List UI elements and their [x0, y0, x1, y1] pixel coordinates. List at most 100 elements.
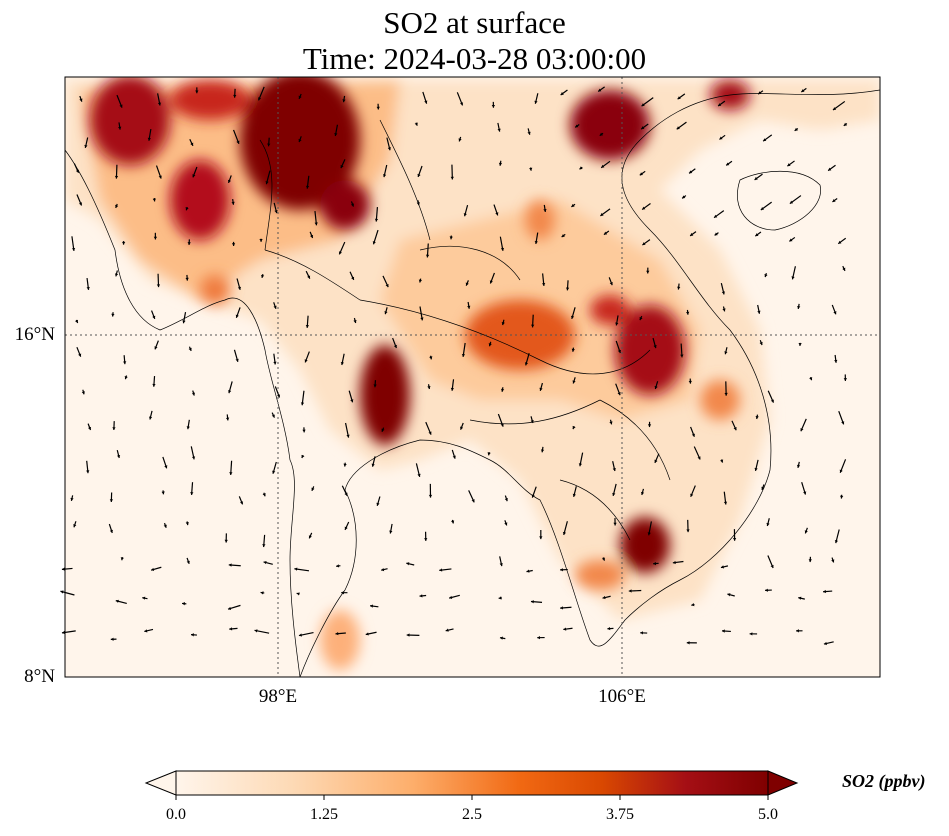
- wind-arrow-head: [571, 348, 575, 352]
- wind-arrow-head: [828, 167, 832, 171]
- wind-arrow-head: [191, 456, 196, 460]
- wind-arrow-head: [691, 433, 695, 437]
- wind-arrow-head: [118, 126, 122, 130]
- wind-arrow-head: [305, 325, 310, 328]
- graticule: [65, 77, 880, 677]
- wind-arrow-head: [450, 387, 455, 391]
- wind-arrow-head: [654, 385, 658, 389]
- wind-arrow-head: [639, 172, 643, 176]
- wind-arrow-head: [565, 287, 570, 291]
- wind-arrow-head: [628, 589, 632, 593]
- wind-arrow-head: [765, 588, 768, 592]
- wind-arrow-head: [343, 463, 347, 467]
- wind-arrow-head: [114, 273, 119, 277]
- wind-arrow-head: [572, 380, 576, 384]
- wind-arrow-head: [609, 282, 613, 286]
- wind-arrow-head: [235, 314, 239, 318]
- wind-arrow-head: [109, 529, 113, 533]
- colorbar-tick-2: 2.5: [462, 806, 482, 823]
- wind-arrow-head: [617, 349, 622, 353]
- wind-arrow-head: [617, 392, 621, 396]
- wind-arrow-head: [654, 459, 658, 463]
- wind-arrow-head: [195, 90, 199, 94]
- wind-arrow-head: [182, 320, 186, 324]
- wind-arrow-head: [524, 362, 529, 366]
- wind-arrow-head: [726, 162, 730, 166]
- wind-arrow-head: [720, 459, 724, 463]
- wind-arrow-head: [798, 596, 802, 600]
- wind-arrow-head: [497, 128, 501, 132]
- wind-arrow-head: [449, 236, 453, 240]
- wind-arrow-head: [487, 452, 491, 456]
- wind-arrow-head: [770, 564, 774, 568]
- wind-arrow-head: [439, 568, 443, 572]
- wind-arrow-head: [531, 494, 535, 498]
- wind-arrow-head: [185, 277, 189, 281]
- wind-arrow-head: [722, 308, 726, 312]
- wind-arrow-head: [463, 213, 467, 217]
- wind-arrow-head: [787, 163, 791, 167]
- wind-arrow-head: [123, 361, 127, 365]
- wind-arrow-head: [385, 283, 389, 288]
- wind-arrow-head: [152, 198, 156, 202]
- wind-arrow-head: [350, 203, 354, 207]
- wind-arrow-head: [371, 463, 375, 467]
- wind-arrow-head: [185, 522, 189, 526]
- colorbar: [144, 770, 799, 800]
- wind-arrow-head: [639, 316, 643, 321]
- wind-arrow-head: [185, 207, 189, 211]
- wind-arrow-head: [88, 426, 92, 430]
- wind-arrow-head: [641, 103, 645, 107]
- wind-arrow-head: [500, 388, 505, 392]
- wind-arrow-head: [229, 627, 233, 631]
- wind-arrow-head: [384, 311, 388, 315]
- wind-arrow-head: [372, 241, 376, 245]
- wind-arrow-head: [543, 208, 547, 212]
- wind-arrow-head: [526, 569, 530, 573]
- wind-arrow-head: [163, 524, 167, 528]
- wind-arrow-head: [452, 455, 456, 459]
- wind-arrow-head: [109, 499, 114, 503]
- wind-arrow-head: [601, 557, 605, 561]
- wind-arrow-head: [451, 520, 455, 524]
- wind-arrow-head: [724, 392, 728, 396]
- wind-arrow-head: [759, 341, 763, 346]
- wind-arrow-head: [539, 536, 543, 540]
- wind-arrow-head: [789, 200, 794, 204]
- wind-arrow-head: [601, 164, 605, 168]
- wind-arrow-head: [534, 100, 538, 104]
- colorbar-tick-3: 3.75: [606, 806, 634, 823]
- wind-arrow-head: [111, 313, 115, 317]
- wind-arrow-head: [578, 463, 583, 467]
- wind-arrow-head: [229, 472, 233, 475]
- wind-arrow-head: [258, 97, 262, 101]
- wind-arrow-head: [114, 175, 119, 179]
- wind-arrow-head: [560, 92, 564, 95]
- wind-arrow-head: [142, 596, 146, 600]
- wind-arrow-head: [225, 417, 230, 421]
- colorbar-tick-1: 1.25: [310, 806, 338, 823]
- wind-arrow-head: [758, 91, 762, 95]
- wind-arrow-head: [764, 273, 768, 278]
- wind-arrow-head: [843, 378, 847, 381]
- wind-arrow-head: [70, 497, 74, 501]
- wind-arrow-head: [342, 99, 346, 103]
- wind-arrow-head: [425, 254, 430, 258]
- wind-arrow-head: [471, 499, 475, 503]
- wind-arrow-head: [808, 559, 812, 563]
- wind-arrow-head: [540, 449, 545, 453]
- wind-arrow-head: [498, 162, 503, 166]
- wind-arrow-head: [406, 562, 410, 566]
- wind-arrow-head: [732, 537, 737, 541]
- wind-arrow-head: [427, 386, 431, 390]
- wind-arrow-head: [307, 275, 311, 279]
- wind-arrow-head: [563, 627, 567, 631]
- wind-arrow-head: [237, 286, 242, 290]
- wind-arrow-head: [757, 310, 761, 314]
- wind-arrow-head: [274, 210, 278, 214]
- wind-arrow-head: [495, 212, 499, 216]
- coastlines-and-borders: [65, 89, 880, 677]
- wind-arrow-head: [60, 590, 64, 594]
- wind-arrow-head: [800, 428, 804, 432]
